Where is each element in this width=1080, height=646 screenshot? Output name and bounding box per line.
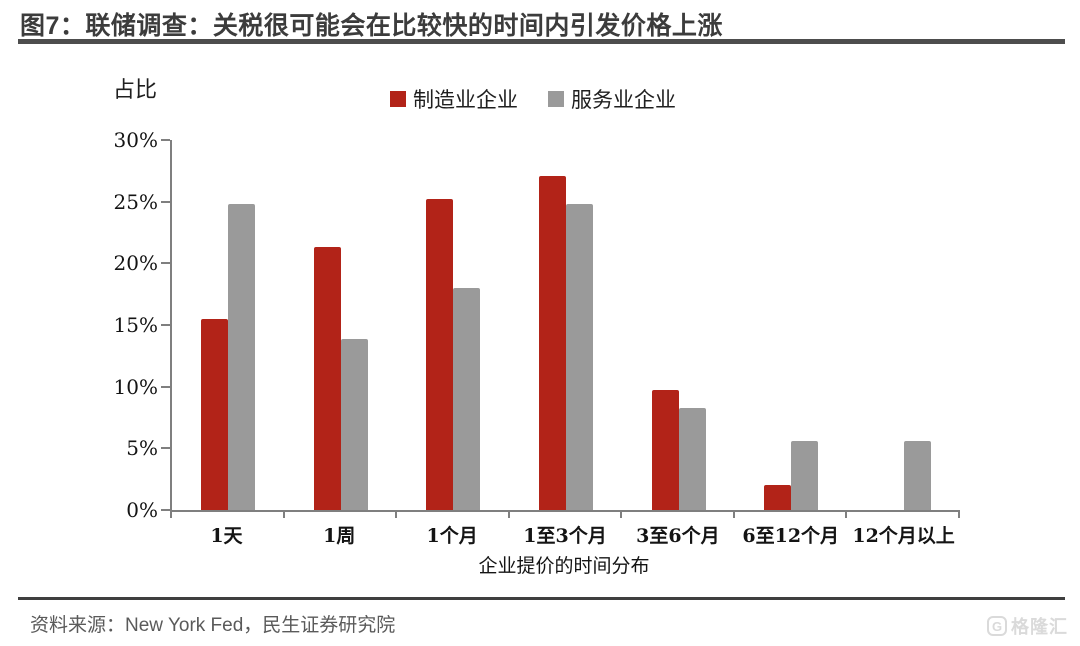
bar xyxy=(791,440,819,510)
x-tick-mark xyxy=(845,510,848,518)
plot-area xyxy=(170,140,960,512)
bar-group-3 xyxy=(397,140,510,510)
x-tick-mark xyxy=(732,510,735,518)
bar xyxy=(764,485,792,510)
y-tick-label: 25% xyxy=(113,189,158,214)
x-label-5: 3至6个月 xyxy=(636,525,720,547)
legend-swatch-manufacturing-icon xyxy=(390,91,406,107)
watermark-g-icon: G xyxy=(987,616,1007,636)
y-tick-mark xyxy=(161,385,170,388)
x-label-2: 1周 xyxy=(323,525,356,547)
y-tick-label: 30% xyxy=(113,128,158,152)
bar-group-7 xyxy=(847,140,960,510)
bar-group-6 xyxy=(735,140,848,510)
bar xyxy=(426,199,454,510)
y-tick-mark xyxy=(161,139,170,141)
x-axis-title: 企业提价的时间分布 xyxy=(478,555,650,577)
x-tick-mark xyxy=(507,510,510,518)
y-axis-unit-label: 占比 xyxy=(113,78,158,103)
y-tick-mark xyxy=(161,262,170,265)
x-label-1: 1天 xyxy=(210,525,243,547)
x-tick-mark xyxy=(395,510,398,518)
bar-group-1 xyxy=(172,140,285,510)
bar-group-5 xyxy=(622,140,735,510)
x-tick-mark xyxy=(620,510,623,518)
y-tick-label: 0% xyxy=(126,498,158,522)
bar xyxy=(678,407,706,510)
watermark-logo: G 格隆汇 xyxy=(987,613,1068,639)
legend-label-manufacturing: 制造业企业 xyxy=(413,88,518,112)
legend-item-manufacturing: 制造业企业 xyxy=(390,84,518,114)
watermark-text: 格隆汇 xyxy=(1011,617,1068,637)
y-tick-mark xyxy=(161,200,170,203)
x-label-7: 12个月以上 xyxy=(852,525,955,547)
legend-item-services: 服务业企业 xyxy=(548,84,676,114)
source-text: 资料来源：New York Fed，民生证券研究院 xyxy=(30,615,396,636)
bar xyxy=(566,204,594,510)
bar xyxy=(539,175,567,510)
legend-swatch-services-icon xyxy=(548,91,564,107)
y-tick-mark xyxy=(161,509,170,511)
bar xyxy=(340,338,368,510)
legend-label-services: 服务业企业 xyxy=(571,88,676,112)
figure-title: 图7：联储调查：关税很可能会在比较快的时间内引发价格上涨 xyxy=(20,12,723,40)
x-label-6: 6至12个月 xyxy=(742,525,840,547)
bar xyxy=(903,440,931,510)
chart-legend: 制造业企业 服务业企业 xyxy=(390,84,676,114)
bar xyxy=(201,318,229,510)
x-tick-mark xyxy=(958,510,960,518)
bar-group-4 xyxy=(510,140,623,510)
footer-rule xyxy=(18,597,1065,600)
bar xyxy=(651,390,679,510)
y-tick-label: 15% xyxy=(113,313,158,337)
bar xyxy=(453,288,481,510)
x-label-4: 1至3个月 xyxy=(523,525,607,547)
bar xyxy=(228,204,256,510)
y-tick-label: 20% xyxy=(113,251,158,276)
x-label-3: 1个月 xyxy=(426,525,478,547)
bar xyxy=(313,247,341,510)
y-tick-mark xyxy=(161,447,170,450)
x-axis-labels: 1天 1周 1个月 1至3个月 3至6个月 6至12个月 12个月以上 xyxy=(170,521,960,548)
bar-group-2 xyxy=(285,140,398,510)
x-tick-mark xyxy=(282,510,285,518)
y-tick-label: 10% xyxy=(113,374,158,399)
bar-groups xyxy=(172,140,960,510)
x-tick-mark xyxy=(170,510,172,518)
y-tick-label: 5% xyxy=(126,436,158,461)
title-underline xyxy=(18,39,1065,44)
y-tick-mark xyxy=(161,324,170,326)
